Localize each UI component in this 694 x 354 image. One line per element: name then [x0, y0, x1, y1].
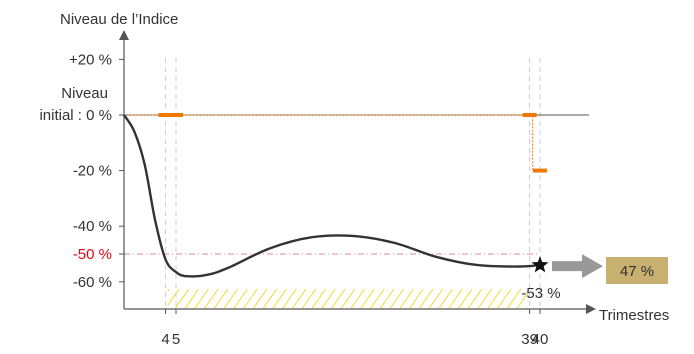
final-point-star-icon: [531, 256, 549, 273]
payout-box: [606, 257, 668, 284]
y-tick-label: -20 %: [73, 163, 112, 180]
payout-arrow-icon: [552, 254, 603, 279]
axes: [119, 30, 596, 314]
coupon-marker-3: [533, 168, 547, 173]
index-line: [122, 114, 541, 278]
y-tick-label: -50 %: [73, 246, 112, 263]
y-tick-label: Niveau initial : 0 %: [39, 85, 112, 124]
payout-indicator: 47 %: [606, 257, 668, 284]
x-axis-arrow: [586, 304, 596, 314]
coupon-marker-1: [169, 113, 183, 117]
coupon-marker-2: [522, 113, 537, 117]
final-value-label: -53 %: [521, 285, 560, 302]
y-tick-label-line-2: initial : 0 %: [39, 107, 112, 124]
x-tick-label: 5: [172, 331, 180, 348]
y-axis-arrow: [119, 30, 129, 40]
x-tick-label: 39: [521, 331, 538, 348]
y-tick-label-line-1: Niveau: [61, 85, 108, 102]
payout-label: 47 %: [620, 263, 654, 280]
y-tick-label: -40 %: [73, 218, 112, 235]
y-ticks: +20 % Niveau initial : 0 % -20 % -40 % -50 % -…: [39, 51, 124, 291]
y-tick-label: -60 %: [73, 274, 112, 291]
x-tick-label: 4: [161, 331, 169, 348]
y-tick-label: +20 %: [69, 51, 112, 68]
low-barrier-zone: [167, 289, 528, 308]
coupon-marker-0: [158, 113, 173, 117]
y-axis-label: Niveau de l’Indice: [60, 11, 178, 28]
x-axis-label: Trimestres: [599, 307, 669, 324]
autocall-barrier-line: [124, 114, 540, 172]
x-tick-label: 40: [532, 331, 549, 348]
series: [122, 113, 603, 279]
